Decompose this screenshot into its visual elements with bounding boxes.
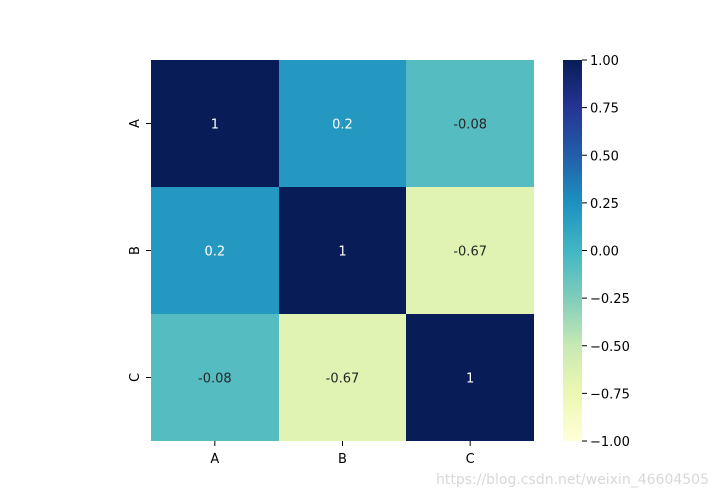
cell-value-label: -0.67: [453, 245, 487, 260]
cell-value-label: -0.08: [453, 118, 487, 133]
heatmap-cell: [279, 314, 406, 441]
y-tick-label: B: [128, 246, 143, 255]
colorbar-tick-label: −0.50: [590, 340, 630, 355]
cell-value-label: 0.2: [204, 245, 225, 260]
heatmap-cell: [151, 314, 279, 441]
colorbar-tick-label: −0.25: [590, 292, 630, 307]
colorbar-tick-label: 0.75: [590, 102, 619, 117]
heatmap-cell: [279, 187, 406, 314]
heatmap-cells: [151, 60, 534, 441]
cell-value-label: -0.67: [326, 372, 360, 387]
colorbar-tick-label: 0.00: [590, 245, 619, 260]
heatmap-cell: [279, 60, 406, 187]
heatmap-cell: [151, 187, 279, 314]
heatmap-cell: [406, 314, 534, 441]
colorbar-tick-label: −0.75: [590, 387, 630, 402]
heatmap-cell: [406, 187, 534, 314]
heatmap-cell: [151, 60, 279, 187]
colorbar-axis: 1.00 0.75 0.50 0.25 0.00 −0.25 −0.50 −0.75 −1.00: [582, 54, 630, 450]
colorbar: [563, 60, 582, 441]
cell-value-label: 1: [338, 245, 346, 260]
cell-value-label: 1: [466, 372, 474, 387]
y-tick-label: C: [128, 373, 143, 382]
cell-value-label: 1: [211, 118, 219, 133]
y-axis: A B C: [128, 119, 151, 382]
colorbar-tick-label: −1.00: [590, 435, 630, 450]
colorbar-tick-label: 0.50: [590, 149, 619, 164]
watermark-text: https://blog.csdn.net/weixin_46604505: [435, 472, 709, 488]
heatmap-cell: [406, 60, 534, 187]
y-tick-label: A: [128, 119, 143, 128]
colorbar-tick-label: 0.25: [590, 197, 619, 212]
heatmap-cell-labels: 1 0.2 -0.08 0.2 1 -0.67 -0.08 -0.67 1: [198, 118, 487, 387]
x-tick-label: A: [210, 452, 219, 467]
cell-value-label: -0.08: [198, 372, 232, 387]
x-tick-label: C: [466, 452, 475, 467]
colorbar-gradient: [563, 60, 582, 441]
cell-value-label: 0.2: [332, 118, 353, 133]
x-tick-label: B: [338, 452, 347, 467]
colorbar-tick-label: 1.00: [590, 54, 619, 69]
x-axis: A B C: [210, 441, 475, 467]
